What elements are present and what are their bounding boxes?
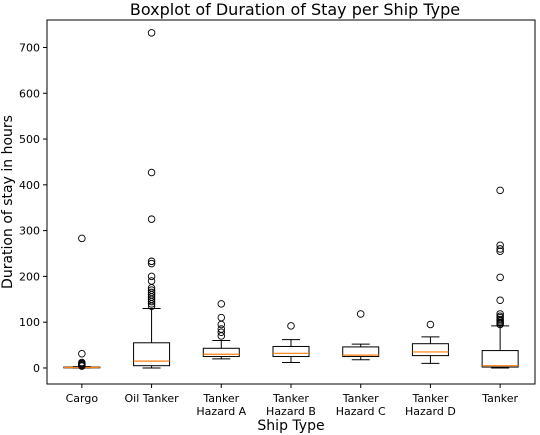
box-group bbox=[342, 310, 380, 361]
y-tick-label: 500 bbox=[19, 133, 40, 146]
x-axis-label: Ship Type bbox=[257, 418, 324, 434]
outlier-point bbox=[217, 320, 226, 329]
y-tick-label: 200 bbox=[19, 270, 40, 283]
outlier-point bbox=[217, 300, 226, 308]
outlier-point bbox=[217, 328, 226, 337]
outlier-point bbox=[217, 313, 226, 322]
outlier-point bbox=[496, 310, 504, 318]
outlier-point bbox=[147, 29, 156, 37]
box-group bbox=[133, 29, 171, 369]
box-group bbox=[481, 186, 519, 369]
outlier-point bbox=[147, 286, 156, 294]
box-group bbox=[202, 300, 240, 360]
y-tick-label: 300 bbox=[19, 225, 40, 238]
box-group bbox=[272, 322, 310, 363]
y-tick-label: 400 bbox=[19, 179, 40, 192]
chart-title: Boxplot of Duration of Stay per Ship Typ… bbox=[130, 0, 460, 19]
box bbox=[133, 342, 171, 367]
outlier-point bbox=[496, 273, 504, 282]
outlier-point bbox=[78, 358, 86, 367]
x-tick-label: Tanker Hazard D bbox=[405, 392, 456, 418]
box bbox=[342, 346, 380, 358]
box-group bbox=[411, 320, 449, 364]
box bbox=[272, 345, 310, 358]
outlier-point bbox=[287, 322, 295, 330]
outlier-point bbox=[217, 325, 226, 333]
y-tick-label: 700 bbox=[19, 41, 40, 54]
y-tick-label: 0 bbox=[33, 362, 40, 375]
outlier-point bbox=[496, 241, 504, 250]
x-tick-label: Cargo bbox=[66, 392, 99, 405]
box bbox=[202, 347, 240, 358]
box bbox=[481, 350, 519, 368]
outlier-point bbox=[147, 168, 156, 177]
x-tick-label: Tanker Hazard A bbox=[196, 392, 246, 418]
y-tick-label: 100 bbox=[19, 316, 40, 329]
outlier-point bbox=[426, 320, 435, 329]
outlier-point bbox=[496, 315, 504, 324]
box-group bbox=[63, 234, 101, 370]
outlier-point bbox=[147, 257, 156, 266]
outlier-point bbox=[496, 247, 504, 255]
outlier-point bbox=[356, 310, 365, 318]
x-tick-label: Oil Tanker bbox=[124, 392, 179, 405]
outlier-point bbox=[496, 245, 504, 253]
x-tick-label: Tanker Hazard C bbox=[336, 392, 386, 418]
outlier-point bbox=[78, 350, 86, 358]
outlier-point bbox=[147, 277, 156, 285]
outlier-point bbox=[496, 312, 504, 320]
outlier-point bbox=[78, 234, 86, 243]
y-axis-label: Duration of stay in hours bbox=[0, 115, 16, 289]
outlier-point bbox=[496, 296, 504, 304]
x-tick-label: Tanker bbox=[481, 392, 518, 405]
outlier-point bbox=[147, 259, 156, 268]
x-tick-label: Tanker Hazard B bbox=[266, 392, 316, 418]
y-tick-label: 600 bbox=[19, 87, 40, 100]
plot-area bbox=[63, 29, 519, 370]
outlier-point bbox=[147, 288, 156, 297]
outlier-point bbox=[496, 186, 504, 195]
outlier-point bbox=[147, 272, 156, 281]
outlier-point bbox=[147, 215, 156, 223]
box bbox=[411, 343, 449, 357]
